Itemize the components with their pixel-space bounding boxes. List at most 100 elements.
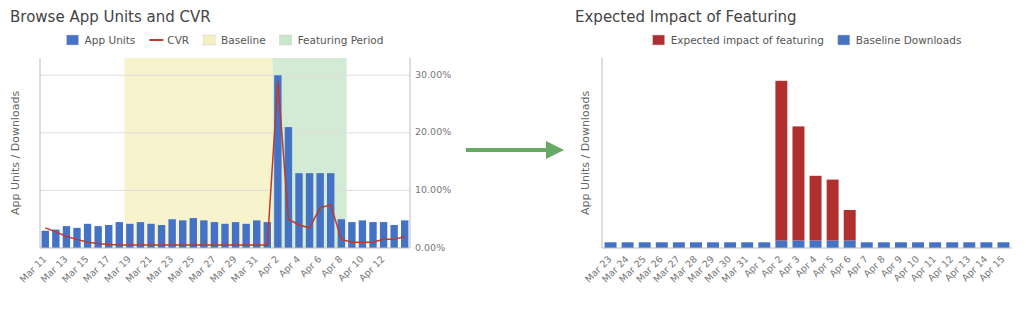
bar bbox=[380, 222, 387, 248]
bar bbox=[622, 242, 634, 248]
x-tick-label: Apr 4 bbox=[276, 253, 302, 279]
legend-swatch bbox=[203, 35, 215, 45]
bar bbox=[929, 242, 941, 248]
bar bbox=[179, 220, 186, 248]
bar bbox=[912, 242, 924, 243]
y-axis-label: App Units / Downloads bbox=[579, 91, 592, 215]
legend: Expected impact of featuring Baseline Dow… bbox=[653, 34, 962, 46]
legend-swatch bbox=[838, 35, 850, 45]
y2-tick-label: 30.00% bbox=[415, 69, 451, 80]
bar bbox=[605, 242, 617, 248]
bar bbox=[741, 242, 753, 248]
x-axis-line bbox=[40, 248, 410, 249]
bar bbox=[946, 242, 958, 243]
bar bbox=[168, 219, 175, 248]
legend-swatch bbox=[280, 35, 292, 45]
legend-label: CVR bbox=[167, 34, 189, 46]
bar bbox=[997, 242, 1009, 243]
bar bbox=[116, 222, 123, 248]
bar bbox=[810, 176, 822, 241]
bar bbox=[137, 222, 144, 248]
bar bbox=[656, 242, 668, 248]
bar bbox=[327, 173, 334, 248]
bar bbox=[42, 231, 49, 248]
bar bbox=[390, 225, 397, 248]
bar bbox=[963, 242, 975, 248]
grid-line bbox=[40, 190, 410, 191]
bar bbox=[690, 242, 702, 248]
bar bbox=[827, 180, 839, 241]
grid-line bbox=[40, 75, 410, 76]
x-tick-label: Apr 6 bbox=[298, 253, 324, 279]
bar bbox=[84, 224, 91, 248]
bar bbox=[190, 218, 197, 248]
bar bbox=[253, 220, 260, 248]
bar bbox=[878, 242, 890, 243]
bar bbox=[306, 173, 313, 248]
bar bbox=[316, 173, 323, 248]
plot-area bbox=[605, 81, 1010, 248]
bar bbox=[980, 242, 992, 243]
bar bbox=[861, 242, 873, 243]
bar bbox=[980, 242, 992, 248]
x-tick-label: Apr 12 bbox=[357, 253, 387, 283]
bar bbox=[401, 220, 408, 248]
y-axis-label: App Units / Downloads bbox=[9, 91, 22, 215]
bar bbox=[758, 242, 770, 243]
bar bbox=[348, 222, 355, 248]
bar bbox=[844, 240, 856, 248]
bar bbox=[673, 242, 685, 248]
y2-tick-label: 10.00% bbox=[415, 184, 451, 195]
y2-tick-label: 20.00% bbox=[415, 126, 451, 137]
bar bbox=[673, 242, 685, 243]
bar bbox=[707, 242, 719, 243]
legend-swatch bbox=[653, 35, 665, 45]
legend: App Units CVR Baseline Featuring Period bbox=[67, 34, 384, 46]
bar bbox=[946, 242, 958, 248]
x-tick-label: Apr 15 bbox=[977, 253, 1007, 283]
bar bbox=[211, 222, 218, 248]
bar bbox=[929, 242, 941, 243]
bar bbox=[724, 242, 736, 248]
arrow bbox=[466, 148, 548, 152]
bar bbox=[844, 210, 856, 240]
bar bbox=[792, 126, 804, 240]
legend-label: Baseline bbox=[221, 34, 266, 46]
bar bbox=[690, 242, 702, 243]
x-axis-line bbox=[602, 248, 1012, 249]
plot-area bbox=[40, 58, 410, 248]
bar bbox=[94, 226, 101, 248]
legend-label: Expected impact of featuring bbox=[671, 34, 824, 46]
bar bbox=[369, 222, 376, 248]
bar bbox=[895, 242, 907, 248]
legend-label: Featuring Period bbox=[298, 34, 384, 46]
bar bbox=[232, 222, 239, 248]
bar bbox=[741, 242, 753, 243]
bar bbox=[963, 242, 975, 243]
chart-title: Browse App Units and CVR bbox=[10, 8, 211, 26]
bar bbox=[792, 240, 804, 248]
legend-label: Baseline Downloads bbox=[856, 34, 962, 46]
bar bbox=[622, 242, 634, 243]
y2-axis-line bbox=[410, 58, 411, 248]
bar bbox=[274, 75, 281, 248]
legend-swatch bbox=[67, 35, 79, 45]
legend-label: App Units bbox=[85, 34, 136, 46]
bar bbox=[724, 242, 736, 243]
y-axis-line bbox=[40, 58, 41, 248]
bar bbox=[878, 242, 890, 248]
bar bbox=[775, 240, 787, 248]
bar bbox=[656, 242, 668, 243]
bar bbox=[758, 242, 770, 248]
y2-tick-label: 0.00% bbox=[415, 242, 445, 253]
bar bbox=[605, 242, 617, 243]
line bbox=[45, 81, 404, 245]
bar bbox=[295, 173, 302, 248]
grid-line bbox=[40, 248, 410, 249]
region bbox=[125, 58, 273, 248]
bar bbox=[707, 242, 719, 248]
bar bbox=[359, 220, 366, 248]
grid-line bbox=[40, 132, 410, 133]
bar bbox=[912, 242, 924, 248]
bar bbox=[338, 219, 345, 248]
